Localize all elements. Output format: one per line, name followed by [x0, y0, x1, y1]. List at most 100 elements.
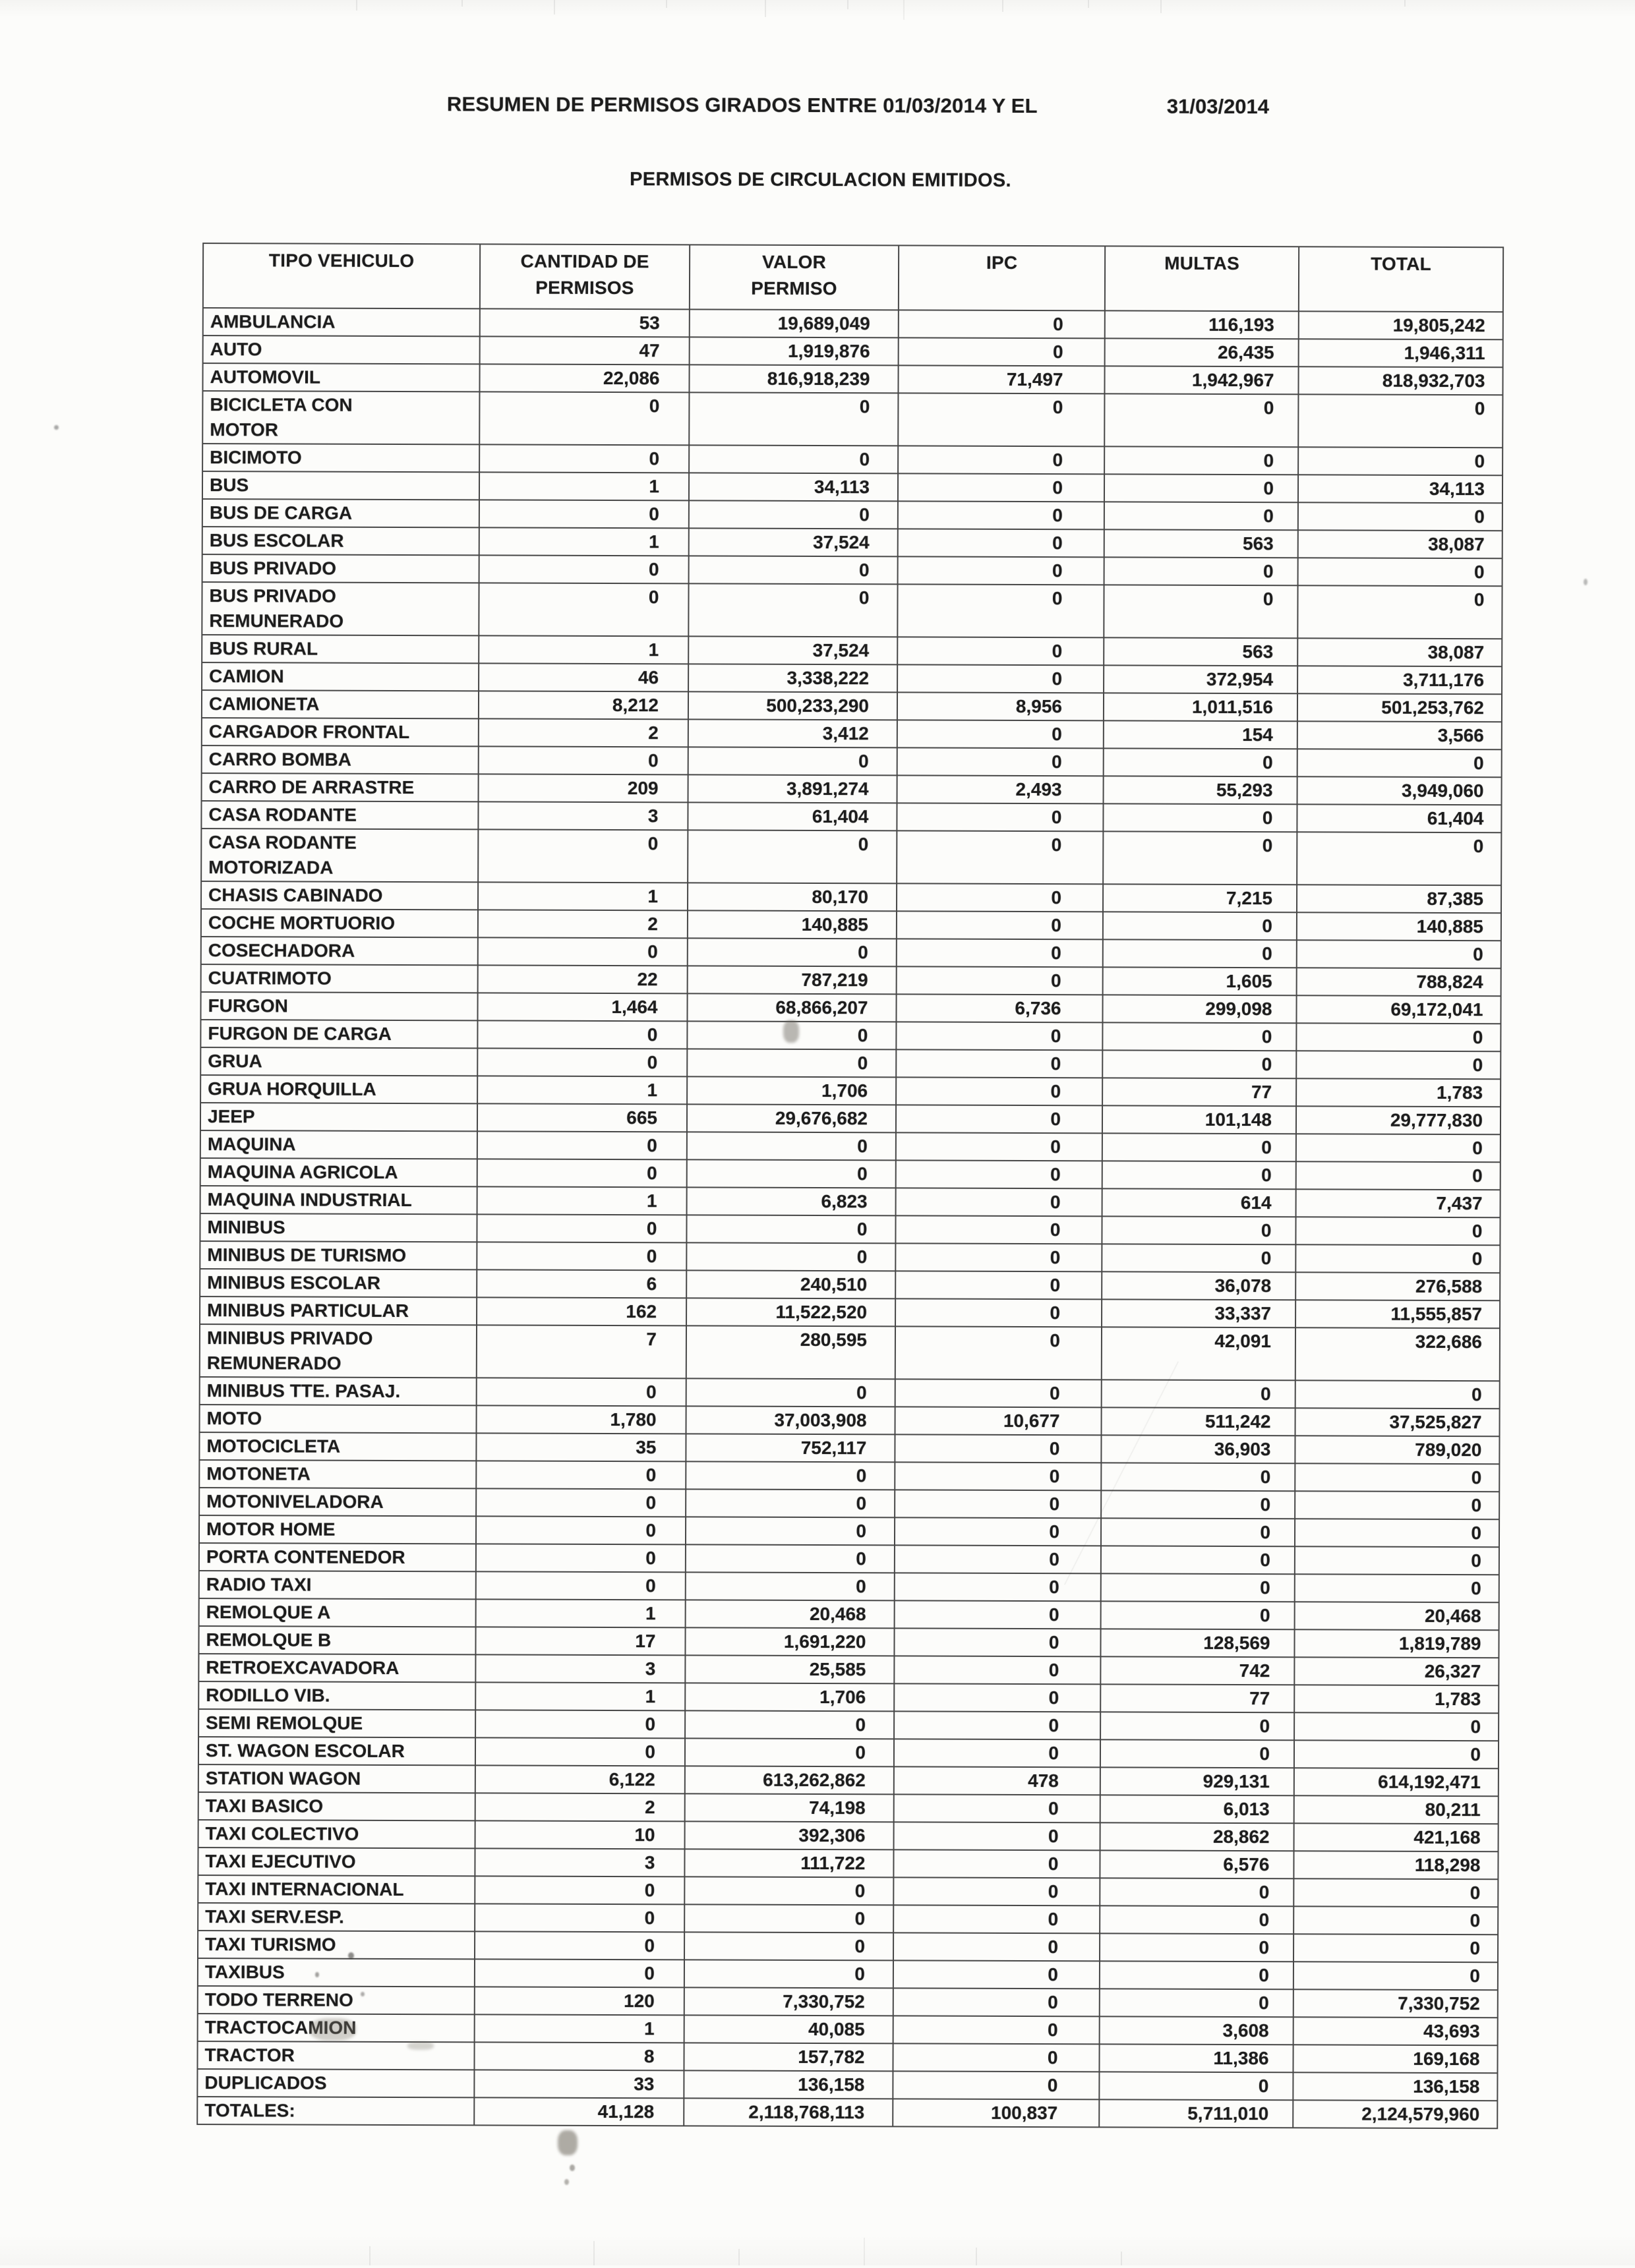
vehicle-type-cell: AUTOMOVIL: [202, 363, 480, 392]
ipc-cell: 0: [898, 337, 1105, 366]
vehicle-type-cell: TAXIBUS: [197, 1958, 475, 1987]
fines-cell: 0: [1100, 1739, 1295, 1768]
ipc-cell: 71,497: [898, 365, 1105, 394]
total-cell: 0: [1293, 1906, 1499, 1935]
total-cell: 0: [1293, 1934, 1499, 1963]
permit-count-cell: 22: [477, 965, 688, 994]
permit-count-cell: 0: [475, 1737, 686, 1766]
fines-cell: 0: [1101, 1380, 1295, 1409]
fines-cell: 0: [1104, 474, 1299, 503]
ipc-cell: 0: [895, 1215, 1102, 1244]
total-cell: 788,824: [1296, 968, 1501, 997]
vehicle-type-cell: TAXI EJECUTIVO: [198, 1847, 475, 1876]
ipc-cell: 0: [896, 966, 1103, 995]
permit-count-cell: 0: [479, 392, 690, 446]
permit-count-cell: 3: [478, 801, 688, 830]
ipc-cell: 10,677: [895, 1407, 1102, 1436]
fines-cell: 33,337: [1102, 1299, 1296, 1328]
ipc-cell: 100,837: [893, 2099, 1100, 2128]
total-cell: 421,168: [1293, 1823, 1499, 1852]
table-row: TAXI BASICO 2 74,198 0 6,013 80,211: [198, 1792, 1499, 1824]
permit-count-cell: 0: [474, 1959, 684, 1988]
fines-cell: 0: [1103, 803, 1297, 832]
vehicle-type-cell: BUS: [202, 471, 480, 500]
permit-count-cell: 10: [475, 1820, 685, 1849]
table-row: FURGON 1,464 68,866,207 6,736 299,098 69,172,…: [200, 992, 1501, 1024]
header-multas: MULTAS: [1104, 246, 1299, 312]
permit-count-cell: 0: [475, 1571, 686, 1600]
total-cell: 1,783: [1296, 1078, 1501, 1107]
table-row: REMOLQUE B 17 1,691,220 0 128,569 1,819,789: [198, 1626, 1499, 1658]
vehicle-type-cell: MOTONIVELADORA: [199, 1488, 477, 1517]
permit-count-cell: 162: [477, 1297, 687, 1326]
fines-cell: 5,711,010: [1099, 2099, 1293, 2128]
permit-value-cell: 37,524: [688, 636, 898, 665]
table-row: AUTOMOVIL 22,086 816,918,239 71,497 1,942,96…: [202, 363, 1503, 395]
permit-count-cell: 0: [478, 829, 688, 883]
vehicle-type-cell: MOTO: [199, 1405, 477, 1434]
permit-value-cell: 25,585: [685, 1655, 895, 1684]
permit-value-cell: 0: [688, 500, 898, 529]
fines-cell: 0: [1099, 1961, 1293, 1990]
table-row: MAQUINA 0 0 0 0 0: [200, 1130, 1501, 1163]
total-cell: 38,087: [1297, 530, 1502, 559]
permit-count-cell: 17: [475, 1627, 686, 1656]
permit-value-cell: 0: [686, 1489, 895, 1518]
permit-count-cell: 0: [477, 937, 688, 966]
permit-count-cell: 0: [475, 1710, 686, 1739]
ipc-cell: 0: [893, 1905, 1100, 1934]
permit-value-cell: 0: [686, 1132, 896, 1161]
permit-value-cell: 0: [684, 1876, 894, 1905]
ipc-cell: 0: [896, 911, 1103, 940]
ipc-cell: 0: [895, 1490, 1102, 1519]
permit-value-cell: 0: [684, 1904, 894, 1933]
table-row: STATION WAGON 6,122 613,262,862 478 929,131 6…: [198, 1764, 1499, 1797]
permit-value-cell: 240,510: [686, 1270, 896, 1299]
vehicle-type-cell: BUS ESCOLAR: [202, 527, 479, 556]
fines-cell: 116,193: [1104, 310, 1299, 339]
ipc-cell: 0: [894, 1517, 1102, 1546]
table-row: CUATRIMOTO 22 787,219 0 1,605 788,824: [200, 964, 1501, 997]
total-cell: 0: [1295, 1161, 1501, 1190]
total-cell: 1,783: [1294, 1685, 1499, 1714]
fines-cell: 6,576: [1100, 1850, 1294, 1879]
total-cell: 0: [1295, 1244, 1501, 1273]
fines-cell: 154: [1103, 720, 1297, 749]
permit-value-cell: 392,306: [684, 1821, 894, 1850]
ipc-cell: 0: [897, 830, 1104, 885]
vehicle-type-cell: TAXI COLECTIVO: [198, 1820, 475, 1849]
ipc-cell: 0: [894, 1628, 1101, 1657]
ipc-cell: 0: [894, 1545, 1101, 1574]
fines-cell: 0: [1100, 1878, 1294, 1907]
fines-cell: 28,862: [1100, 1822, 1294, 1851]
header-cantidad-permisos: CANTIDAD DE PERMISOS: [479, 244, 690, 310]
vehicle-type-cell: CAMIONETA: [201, 690, 479, 719]
table-row: TAXI COLECTIVO 10 392,306 0 28,862 421,168: [198, 1820, 1499, 1852]
permit-value-cell: 1,706: [685, 1683, 895, 1712]
ipc-cell: 0: [897, 473, 1105, 502]
document-title: RESUMEN DE PERMISOS GIRADOS ENTRE 01/03/…: [446, 92, 1038, 118]
permit-count-cell: 22,086: [479, 364, 690, 393]
permit-count-cell: 8: [474, 2042, 684, 2071]
total-cell: 0: [1293, 1740, 1499, 1769]
table-row: MOTONIVELADORA 0 0 0 0 0: [199, 1488, 1500, 1520]
permit-count-cell: 0: [477, 1159, 687, 1188]
permit-value-cell: 19,689,049: [689, 309, 899, 338]
permit-value-cell: 0: [684, 1932, 894, 1961]
ipc-cell: 0: [894, 1683, 1101, 1712]
table-row: TAXI SERV.ESP. 0 0 0 0 0: [198, 1903, 1499, 1935]
vehicle-type-cell: BICICLETA CON MOTOR: [202, 391, 480, 445]
fines-cell: 26,435: [1104, 338, 1299, 367]
total-cell: 0: [1295, 1463, 1500, 1492]
permit-count-cell: 1: [479, 527, 689, 556]
fines-cell: 36,903: [1101, 1435, 1295, 1464]
ipc-cell: 0: [897, 529, 1104, 558]
ipc-cell: 0: [895, 1243, 1102, 1272]
ipc-cell: 0: [895, 1271, 1102, 1300]
permit-value-cell: 0: [686, 1215, 896, 1244]
ipc-cell: 0: [895, 1132, 1102, 1161]
fines-cell: 0: [1104, 585, 1298, 639]
table-row: MINIBUS DE TURISMO 0 0 0 0 0: [200, 1241, 1501, 1273]
fines-cell: 3,608: [1099, 2016, 1293, 2045]
fines-cell: 55,293: [1103, 776, 1297, 805]
